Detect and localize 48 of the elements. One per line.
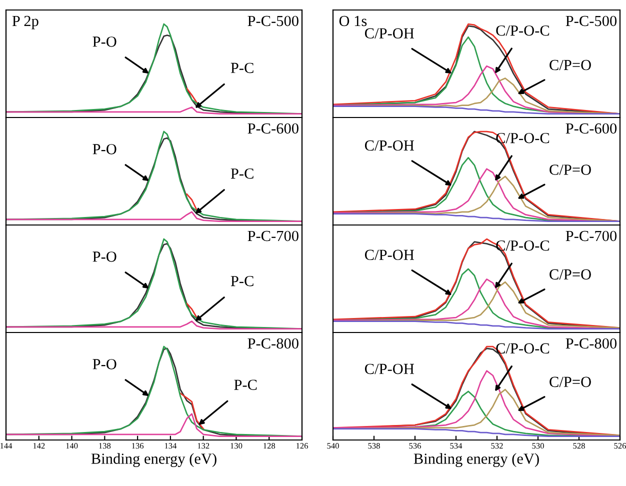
chart-title: P-C-500 [248,16,298,26]
chart-title: P-C-500 [566,16,617,26]
annotation: C/P-OH [364,140,414,151]
x-tick-label: 134 [164,443,177,449]
annotation: P-O [92,144,116,154]
x-axis-title: Binding energy (eV) [414,453,539,468]
annotation: P-C [230,62,254,74]
x-tick-label: 536 [409,443,421,449]
annotation: C/P=O [550,376,591,388]
annotation: C/P-O-C [496,343,550,354]
annotation: O 1s [339,16,367,26]
x-tick-label: 532 [491,443,503,449]
x-tick-label: 132 [198,443,210,449]
x-tick-label: 538 [368,443,380,449]
annotation: P-O [92,359,116,370]
x-tick-label: 144 [0,443,12,449]
chart-title: P-C-800 [248,338,298,349]
x-tick-label: 142 [33,443,45,449]
annotation: C/P-OH [364,250,414,260]
x-tick-label: 140 [66,443,78,449]
annotation: P-O [92,252,116,262]
annotation: C/P=O [550,164,591,175]
annotation: P-C [230,168,254,179]
x-tick-label: 136 [132,443,144,449]
annotation: C/P-OH [364,28,414,38]
x-axis-title: Binding energy (eV) [91,453,216,468]
x-tick-label: 130 [230,443,242,449]
chart-title: P-C-600 [248,123,298,134]
x-tick-label: 534 [450,443,462,449]
annotation: P-C [234,380,257,390]
x-tick-label: 126 [296,443,308,449]
chart-title: P-C-700 [566,230,617,242]
x-tick-label: 128 [264,443,276,449]
annotation: P 2p [12,16,38,30]
annotation: P-C [230,276,254,286]
chart-title: P-C-600 [566,123,617,134]
chart-title: P-C-800 [566,338,617,349]
annotation: C/P=O [550,60,591,70]
annotation: P-O [92,36,116,47]
x-tick-label: 526 [614,443,626,449]
x-tick-label: 528 [573,443,585,449]
chart-title: P-C-700 [248,230,298,242]
annotation: C/P=O [550,269,591,280]
annotation: C/P-OH [364,364,414,374]
x-tick-label: 138 [99,443,111,449]
annotation: C/P-O-C [496,25,550,36]
x-tick-label: 540 [327,443,339,449]
x-tick-label: 530 [532,443,544,449]
